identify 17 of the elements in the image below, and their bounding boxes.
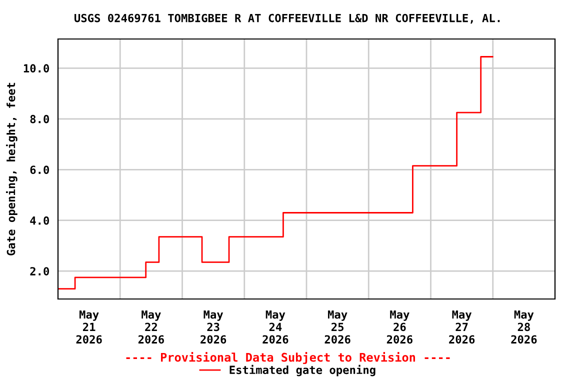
y-axis-title: Gate opening, height, feet — [6, 82, 18, 256]
text: ---- Provisional Data Subject to Revision ---- — [126, 352, 450, 364]
legend-label: Estimated gate opening — [230, 364, 376, 376]
x-tick-label: May 22 2026 — [138, 310, 164, 344]
y-tick-label: 2.0 — [30, 267, 49, 276]
x-tick-label: May 25 2026 — [324, 310, 350, 344]
y-tick-label: 4.0 — [30, 216, 49, 225]
y-tick-label: 8.0 — [30, 114, 49, 124]
y-tick-label: 6.0 — [30, 166, 49, 174]
x-tick-label: May 24 2026 — [262, 310, 288, 344]
y-tick-label: 10.0 — [24, 64, 49, 73]
x-tick-label: May 23 2026 — [200, 310, 226, 344]
x-tick-label: May 21 2026 — [76, 310, 102, 344]
x-tick-label: May 27 2026 — [449, 310, 475, 344]
x-tick-label: May 26 2026 — [386, 310, 412, 344]
x-tick-label: May 28 2026 — [511, 310, 537, 344]
chart-title: USGS 02469761 TOMBIGBEE R AT COFFEEVILLE L&D NR COFFEEVILLE, AL. — [74, 14, 500, 24]
